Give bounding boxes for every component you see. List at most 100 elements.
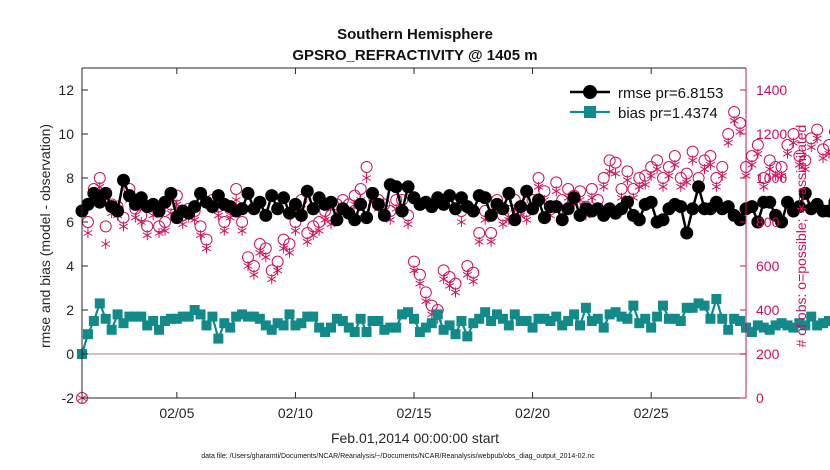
bias-marker (509, 309, 520, 320)
rmse-marker (324, 195, 338, 209)
legend-rmse-label: rmse pr=6.8153 (618, 85, 723, 102)
bias-marker (652, 311, 663, 322)
rmse-marker (537, 211, 551, 225)
assimilated-obs-marker (219, 225, 229, 236)
bias-marker (776, 318, 787, 329)
bias-marker (557, 320, 568, 331)
rmse-marker (259, 208, 273, 222)
assimilated-obs-marker (403, 219, 413, 230)
bias-marker (563, 316, 574, 326)
possible-obs-marker (230, 183, 243, 195)
assimilated-obs-marker (735, 126, 745, 137)
bias-marker (272, 318, 283, 329)
assimilated-obs-marker (717, 170, 727, 181)
bias-marker (243, 311, 253, 322)
bias-marker (248, 311, 259, 322)
assimilated-obs-marker (415, 278, 425, 289)
assimilated-obs-marker (646, 170, 656, 181)
assimilated-obs-marker (765, 164, 775, 175)
bias-marker (326, 322, 336, 333)
bias-marker (699, 300, 710, 311)
bias-marker (456, 316, 467, 326)
bias-marker (343, 322, 354, 333)
assimilated-obs-marker (794, 159, 804, 170)
bias-marker (497, 313, 508, 324)
bias-marker (432, 309, 443, 320)
bias-marker (486, 316, 497, 326)
assimilated-obs-marker (213, 210, 223, 221)
bias-marker (735, 316, 746, 326)
bias-marker (260, 320, 271, 331)
rmse-marker (294, 208, 308, 222)
assimilated-obs-marker (522, 214, 532, 225)
rmse-marker (674, 200, 688, 214)
possible-obs-marker (603, 154, 616, 167)
assimilated-obs-marker (320, 214, 330, 225)
rmse-marker (792, 200, 806, 214)
assimilated-obs-marker (462, 269, 472, 280)
bias-marker (403, 307, 414, 318)
assimilated-obs-marker (444, 280, 455, 291)
assimilated-obs-marker (782, 148, 793, 159)
bias-series (77, 294, 830, 359)
rmse-marker (502, 186, 516, 200)
assimilated-obs-marker (753, 148, 763, 159)
bias-marker (207, 311, 218, 322)
rmse-marker (680, 226, 694, 240)
y-right-tick-label: 1200 (756, 126, 787, 142)
bias-marker (551, 311, 562, 322)
bias-marker (171, 313, 182, 324)
y-right-tick-label: 600 (756, 258, 780, 274)
legend-rmse-marker (583, 85, 597, 99)
bias-marker (136, 311, 147, 322)
rmse-marker (561, 202, 575, 216)
rmse-marker (520, 184, 534, 198)
rmse-marker (751, 215, 765, 229)
rmse-marker (484, 208, 498, 222)
y-right-tick-label: 1000 (756, 170, 787, 186)
rmse-marker (330, 213, 344, 227)
bias-marker (225, 322, 236, 333)
bias-marker (729, 313, 740, 324)
y-right-tick-label: 200 (756, 346, 780, 362)
rmse-marker (377, 208, 391, 222)
bias-marker (438, 324, 449, 335)
bias-marker (142, 320, 153, 331)
assimilated-obs-marker (468, 276, 478, 287)
bias-marker (112, 309, 123, 320)
rmse-marker (371, 197, 385, 211)
bias-marker (717, 313, 728, 324)
plot-area (82, 68, 746, 398)
rmse-marker (253, 195, 267, 209)
bias-marker (349, 327, 360, 337)
rmse-marker (288, 197, 302, 211)
rmse-marker (798, 186, 812, 200)
bias-marker (314, 322, 325, 333)
bias-marker (148, 316, 159, 326)
possible-obs-marker (354, 183, 367, 195)
assimilated-obs-marker (450, 287, 461, 298)
bias-marker (130, 311, 141, 322)
assimilated-obs-marker (160, 225, 170, 236)
assimilated-obs-marker (474, 236, 484, 247)
assimilated-obs-marker (759, 181, 769, 192)
rmse-marker (205, 200, 219, 214)
assimilated-obs-marker (195, 230, 206, 241)
y-tick-label: 2 (66, 302, 74, 318)
assimilated-obs-marker (118, 221, 129, 232)
rmse-marker (466, 204, 480, 218)
bias-marker (610, 307, 621, 318)
bias-marker (681, 302, 692, 313)
assimilated-obs-marker (284, 247, 295, 258)
bias-marker (409, 313, 419, 324)
bias-marker (266, 324, 277, 335)
bias-marker (355, 313, 366, 324)
bias-marker (824, 316, 830, 326)
bias-marker (462, 331, 473, 342)
bias-marker (687, 302, 698, 313)
bias-marker (468, 318, 479, 329)
bias-marker (118, 318, 129, 329)
assimilated-obs-marker (818, 153, 828, 164)
legend-bias-label: bias pr=1.4374 (618, 105, 718, 122)
